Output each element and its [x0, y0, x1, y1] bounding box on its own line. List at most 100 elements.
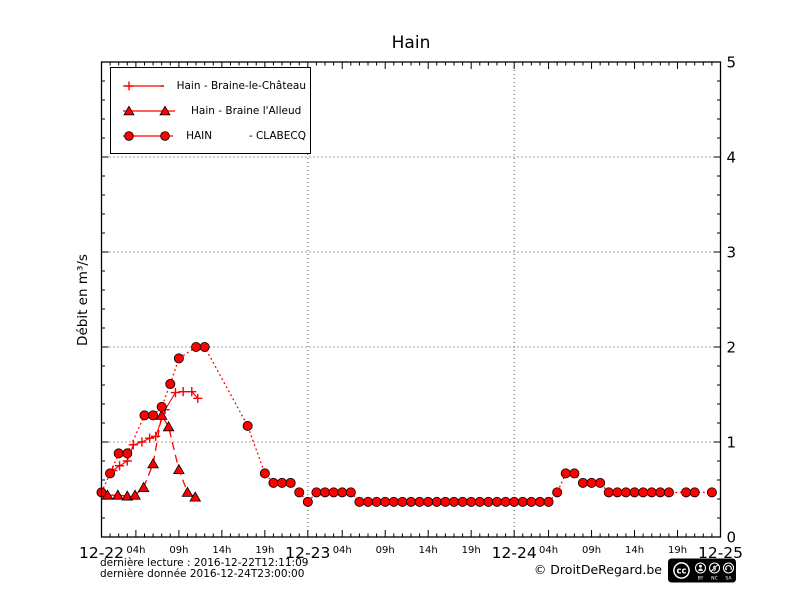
- x-hour-label: 04h: [539, 545, 558, 556]
- data-point-marker: [159, 104, 171, 115]
- y-tick-label: 4: [727, 149, 737, 167]
- data-point-marker: [612, 487, 623, 498]
- data-point-marker: [191, 341, 202, 352]
- data-point-marker: [199, 341, 210, 352]
- legend-item-label: Hain - Braine l'Alleud: [191, 104, 302, 117]
- data-point-marker: [431, 496, 442, 507]
- data-point-marker: [124, 130, 134, 141]
- series-line: [107, 413, 196, 498]
- data-point-marker: [655, 487, 666, 498]
- data-point-marker: [145, 433, 155, 443]
- series-hain-clabecq: [96, 341, 717, 507]
- data-point-marker: [268, 477, 279, 488]
- data-point-marker: [285, 477, 296, 488]
- legend-item: HAIN - CLABECQ: [120, 129, 306, 143]
- data-point-marker: [595, 477, 606, 488]
- data-point-marker: [148, 410, 159, 421]
- data-point-marker: [259, 468, 270, 479]
- data-point-marker: [165, 379, 176, 390]
- data-point-marker: [629, 487, 640, 498]
- data-point-marker: [543, 496, 554, 507]
- data-point-marker: [162, 421, 175, 432]
- x-day-label: 12-23: [285, 544, 330, 562]
- data-point-marker: [121, 490, 134, 501]
- data-point-marker: [156, 401, 167, 412]
- data-point-marker: [448, 496, 459, 507]
- data-point-marker: [371, 496, 382, 507]
- x-day-label: 12-25: [698, 544, 743, 562]
- data-point-marker: [500, 496, 511, 507]
- legend-sample-circle: [123, 130, 174, 141]
- data-point-marker: [111, 489, 124, 500]
- data-point-marker: [414, 496, 425, 507]
- y-tick-label: 2: [727, 339, 737, 357]
- legend: Hain - Braine-le-Château Hain - Braine l'…: [110, 67, 311, 154]
- copyright-text: © DroitDeRegard.be: [533, 562, 662, 577]
- data-point-marker: [586, 477, 597, 488]
- cc-sa-icon: [722, 562, 735, 574]
- y-tick-label: 5: [727, 54, 737, 72]
- legend-item: Hain - Braine-le-Château: [120, 79, 306, 93]
- data-point-marker: [526, 496, 537, 507]
- data-point-marker: [646, 487, 657, 498]
- data-point-marker: [466, 496, 477, 507]
- data-point-marker: [354, 496, 365, 507]
- data-point-marker: [128, 440, 138, 450]
- x-hour-label: 04h: [126, 545, 145, 556]
- data-point-marker: [302, 496, 313, 507]
- data-point-marker: [509, 496, 520, 507]
- data-point-marker: [423, 496, 434, 507]
- data-point-marker: [638, 487, 649, 498]
- data-point-marker: [320, 487, 331, 498]
- cc-sa-label: SA: [725, 576, 732, 582]
- data-point-marker: [105, 468, 116, 479]
- x-hour-label: 19h: [668, 545, 687, 556]
- data-point-marker: [363, 496, 374, 507]
- data-point-marker: [405, 496, 416, 507]
- data-point-marker: [706, 487, 717, 498]
- x-hour-label: 09h: [169, 545, 188, 556]
- cc-nc-label: NC: [711, 576, 718, 582]
- data-point-marker: [569, 468, 580, 479]
- data-point-marker: [689, 487, 700, 498]
- data-point-marker: [193, 393, 203, 403]
- data-point-marker: [139, 410, 150, 421]
- series-line: [100, 346, 712, 503]
- chart-title: Hain: [391, 33, 431, 53]
- data-point-marker: [337, 487, 348, 498]
- legend-sample-plus: [123, 81, 164, 90]
- data-point-marker: [113, 448, 124, 459]
- data-point-marker: [328, 487, 339, 498]
- data-point-marker: [147, 458, 159, 469]
- data-point-marker: [277, 477, 288, 488]
- data-point-marker: [172, 463, 185, 474]
- legend-item-label: HAIN - CLABECQ: [186, 129, 306, 142]
- data-point-marker: [311, 487, 322, 498]
- data-point-marker: [122, 448, 133, 459]
- y-axis-label: Débit en m³/s: [75, 254, 91, 346]
- series-line: [112, 391, 199, 471]
- data-point-marker: [552, 487, 563, 498]
- x-hour-label: 09h: [376, 545, 395, 556]
- data-point-marker: [663, 487, 674, 498]
- data-point-marker: [560, 468, 571, 479]
- data-point-marker: [380, 496, 391, 507]
- data-point-marker: [189, 491, 202, 502]
- data-point-marker: [123, 104, 135, 115]
- data-point-marker: [137, 437, 147, 447]
- x-hour-label: 09h: [582, 545, 601, 556]
- data-point-marker: [388, 496, 399, 507]
- cc-by-icon: [694, 562, 707, 574]
- y-tick-label: 1: [727, 434, 737, 452]
- data-point-marker: [181, 486, 194, 497]
- x-day-label: 12-24: [492, 544, 537, 562]
- series-hain-braine-l-alleud: [101, 409, 202, 502]
- cc-logo-text: cc: [676, 567, 686, 577]
- data-point-marker: [681, 487, 692, 498]
- legend-item: Hain - Braine l'Alleud: [120, 104, 306, 118]
- cc-logo-icon: [673, 562, 690, 579]
- x-hour-label: 19h: [462, 545, 481, 556]
- y-tick-label: 0: [727, 529, 737, 547]
- data-point-marker: [577, 477, 588, 488]
- data-point-marker: [114, 461, 125, 471]
